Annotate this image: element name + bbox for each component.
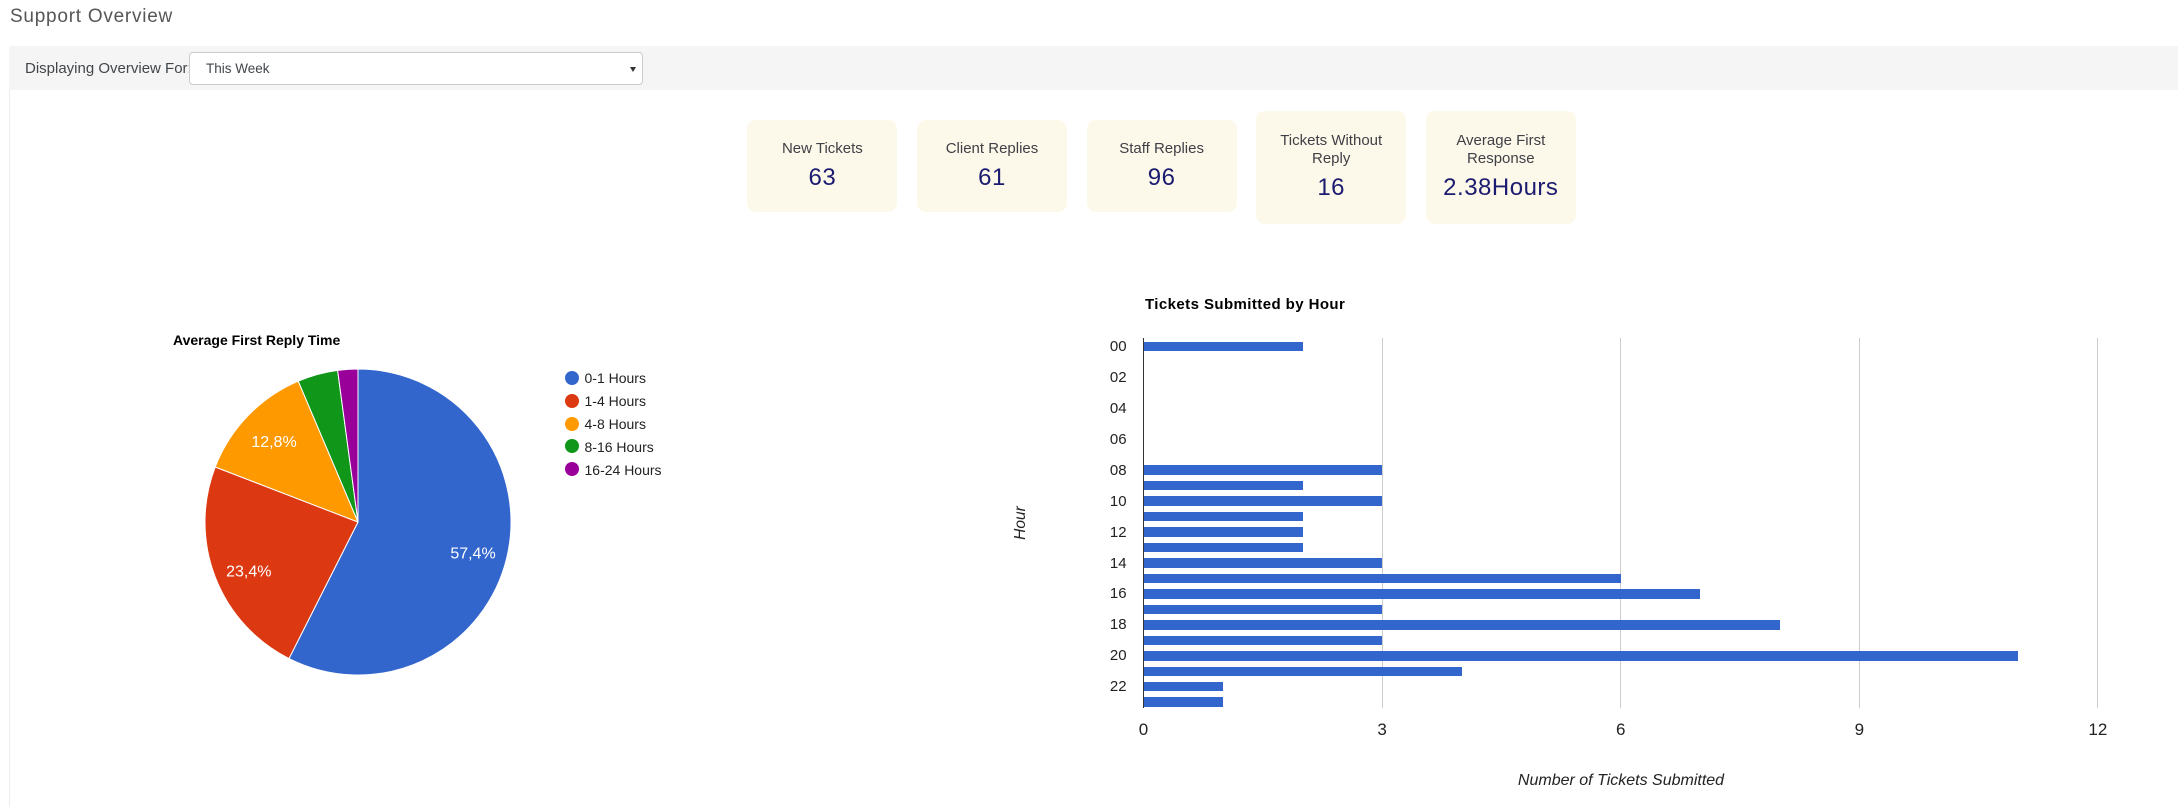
svg-text:23,4%: 23,4%: [226, 563, 271, 580]
svg-text:57,4%: 57,4%: [450, 545, 495, 562]
svg-text:12,8%: 12,8%: [251, 434, 296, 451]
